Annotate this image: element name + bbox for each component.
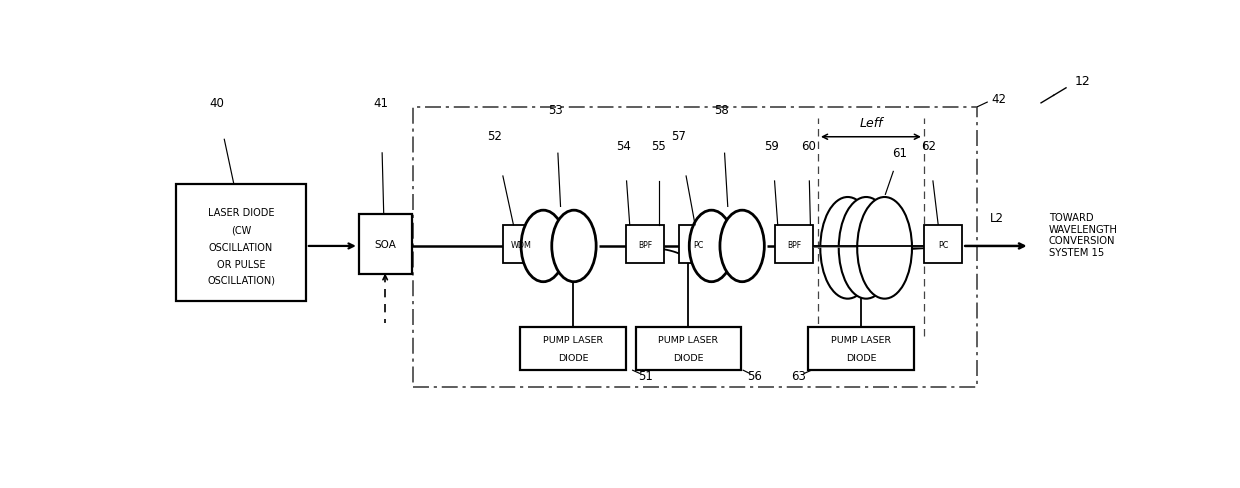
Text: PC: PC [693,240,703,249]
Bar [413,107,977,387]
Bar [503,226,539,264]
Text: L2: L2 [990,211,1004,224]
Text: BPF: BPF [787,240,801,249]
Text: LASER DIODE: LASER DIODE [208,207,274,218]
Text: PUMP LASER: PUMP LASER [831,335,892,345]
Text: 52: 52 [487,130,502,143]
Text: 54: 54 [616,139,631,152]
Bar [775,226,813,264]
Text: PUMP LASER: PUMP LASER [658,335,718,345]
Bar [635,327,742,370]
Text: 40: 40 [210,97,224,110]
Bar [924,226,962,264]
Text: OSCILLATION: OSCILLATION [208,243,273,253]
Text: 55: 55 [651,139,666,152]
Text: 12: 12 [1075,75,1090,87]
Text: PUMP LASER: PUMP LASER [543,335,603,345]
Text: DIODE: DIODE [558,353,588,363]
Text: 62: 62 [921,139,936,152]
Text: 56: 56 [748,369,763,383]
Text: 53: 53 [548,104,563,117]
Ellipse shape [552,211,596,282]
Ellipse shape [521,211,565,282]
Text: 41: 41 [373,97,388,110]
Ellipse shape [821,198,875,299]
Bar [678,226,717,264]
Bar [808,327,914,370]
Text: 61: 61 [893,147,908,160]
Text: 58: 58 [714,104,729,117]
Text: 51: 51 [637,369,652,383]
Text: 60: 60 [801,139,816,152]
Ellipse shape [857,198,911,299]
Bar [626,226,665,264]
Text: 42: 42 [991,93,1006,105]
Text: Leff: Leff [859,117,883,130]
Text: SOA: SOA [374,240,396,249]
Text: WDM: WDM [511,240,532,249]
Text: DIODE: DIODE [673,353,703,363]
Text: 57: 57 [671,130,686,143]
Ellipse shape [689,211,734,282]
Text: OR PULSE: OR PULSE [217,259,265,269]
Text: BPF: BPF [639,240,652,249]
Text: 59: 59 [765,139,780,152]
Ellipse shape [720,211,764,282]
Bar [358,215,412,275]
Text: DIODE: DIODE [846,353,877,363]
Text: PC: PC [937,240,949,249]
Text: TOWARD
WAVELENGTH
CONVERSION
SYSTEM 15: TOWARD WAVELENGTH CONVERSION SYSTEM 15 [1049,213,1117,258]
Text: 63: 63 [791,369,806,383]
Ellipse shape [838,198,894,299]
Text: (CW: (CW [231,225,252,235]
Bar [176,184,306,301]
Text: OSCILLATION): OSCILLATION) [207,275,275,285]
Bar [521,327,626,370]
